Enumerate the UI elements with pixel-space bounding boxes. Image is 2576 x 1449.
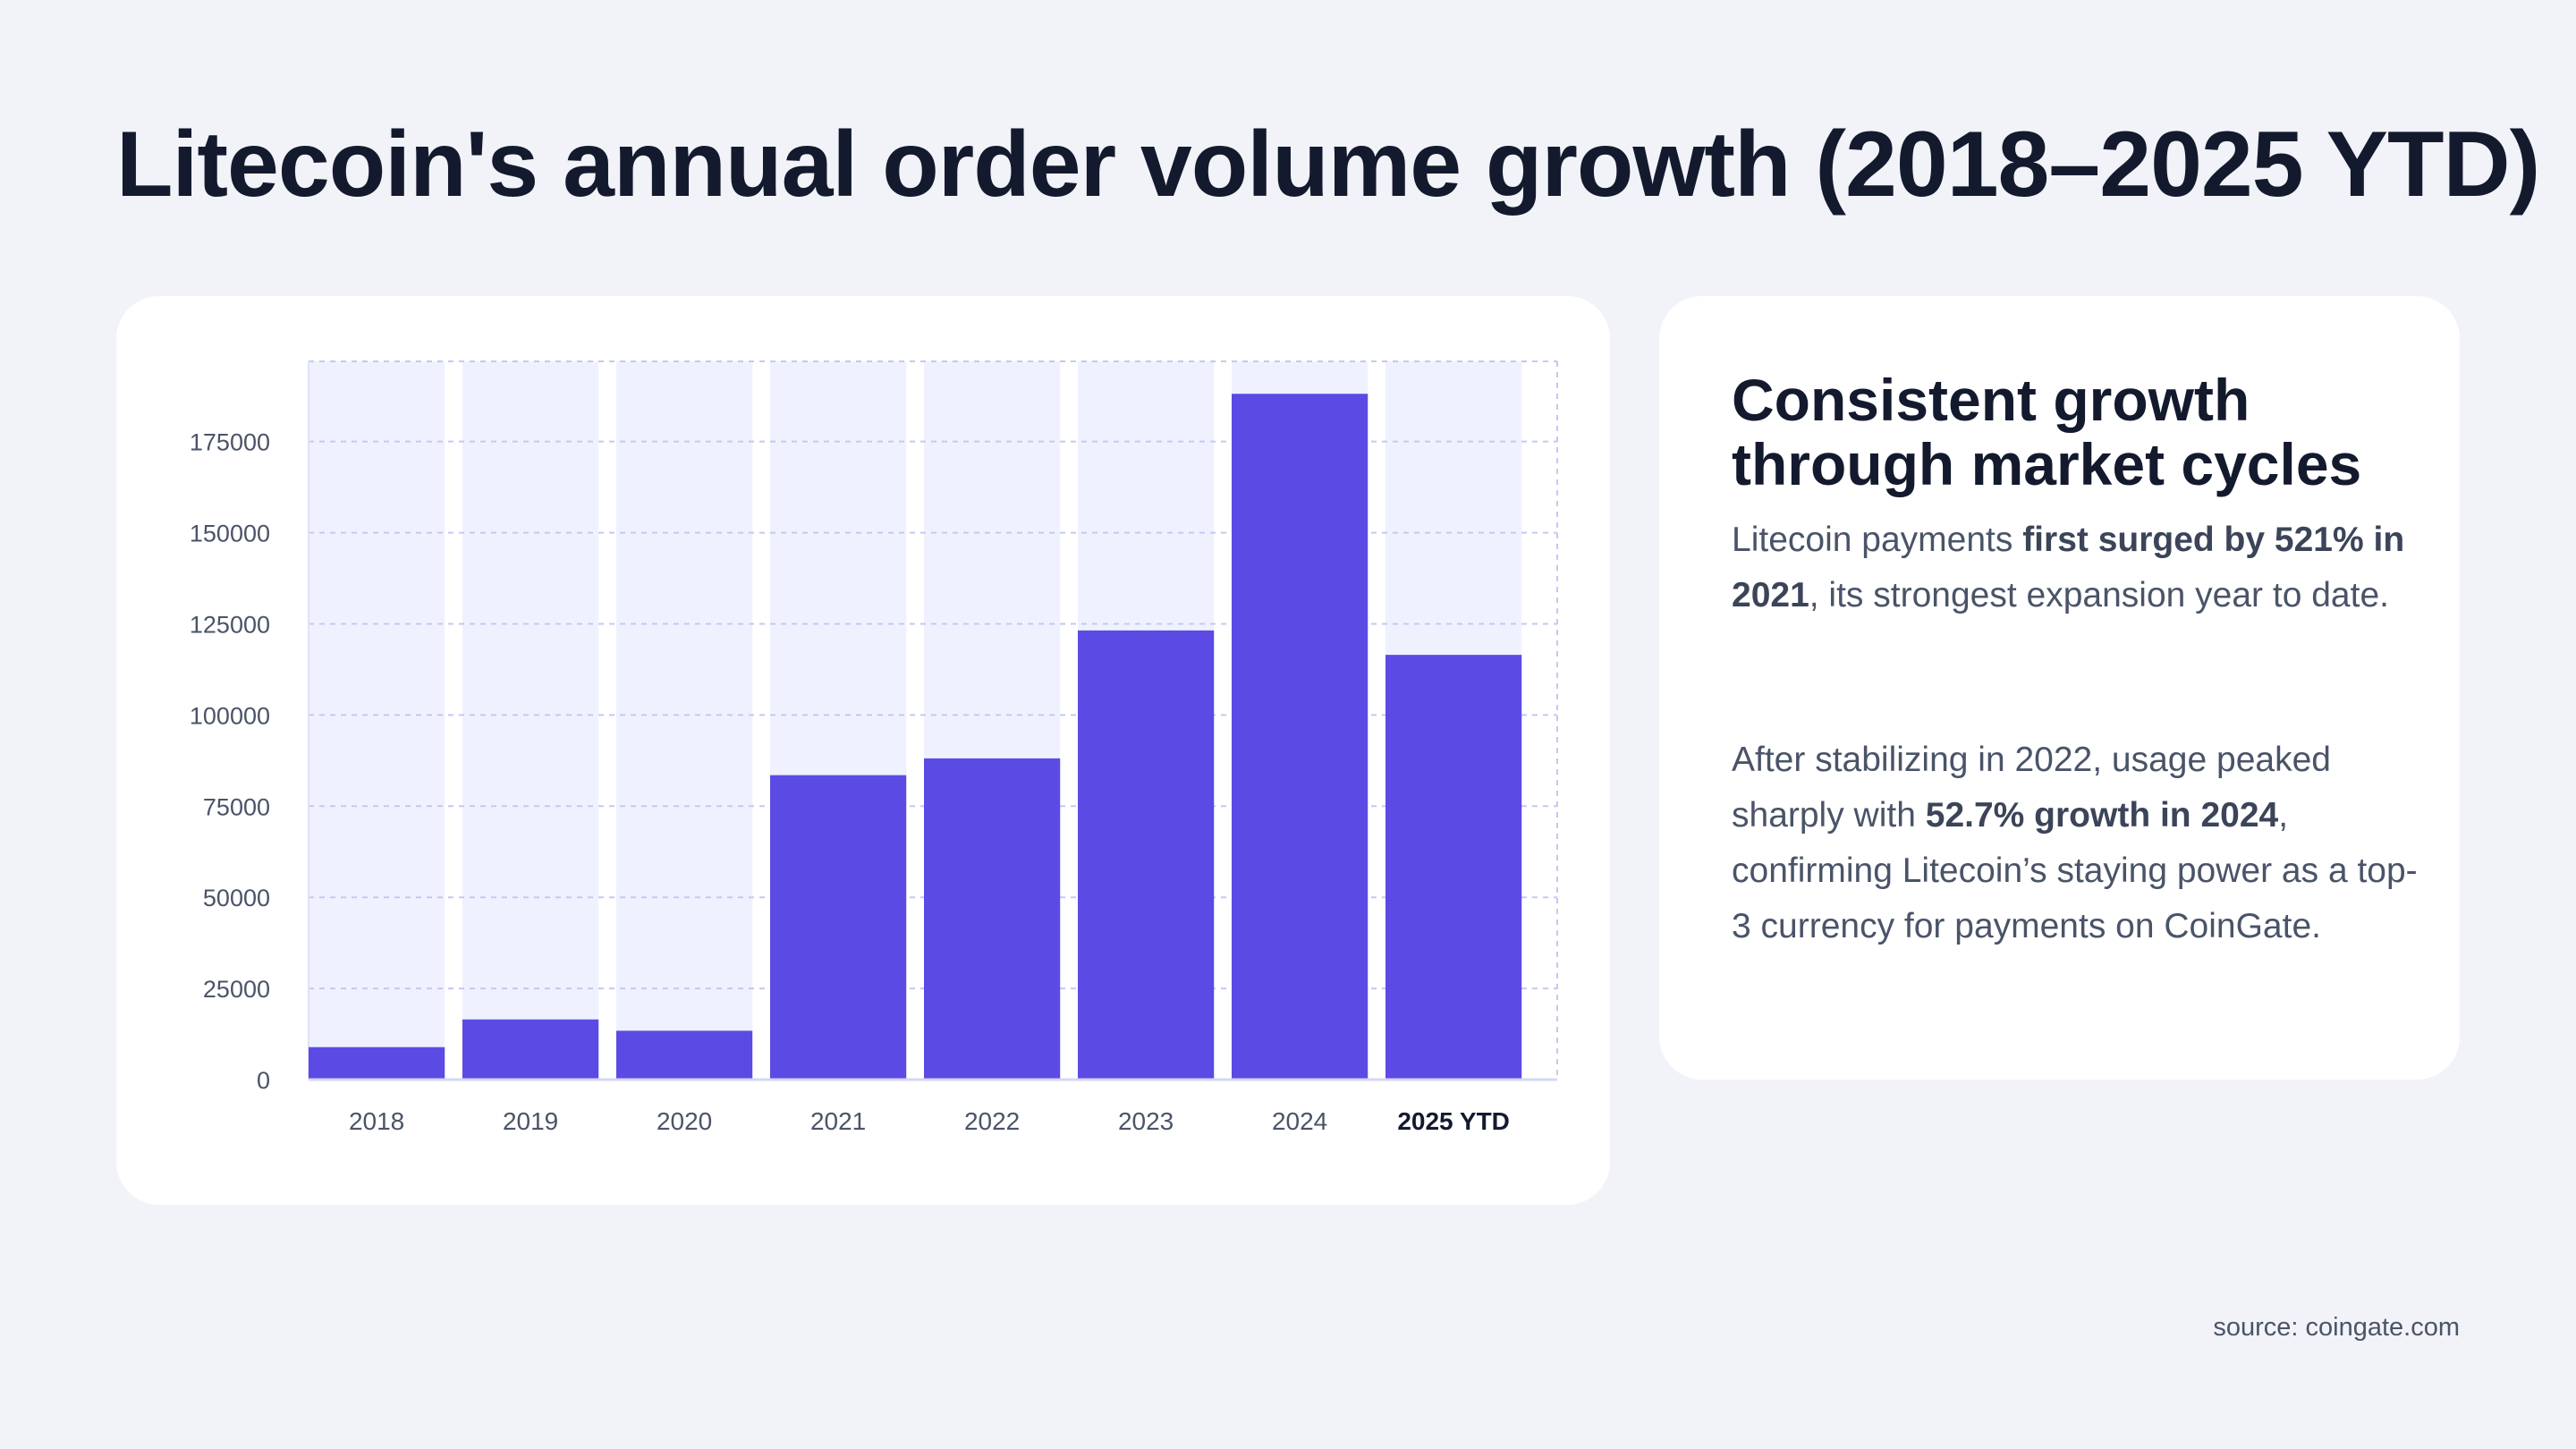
insight-card: Consistent growth through market cycles … — [1659, 296, 2460, 1080]
bar-background — [309, 361, 445, 1080]
text: Litecoin payments — [1732, 521, 2023, 559]
y-tick-label: 150000 — [190, 521, 270, 547]
x-tick-label: 2025 YTD — [1397, 1107, 1510, 1135]
bar-2023 — [1078, 630, 1215, 1080]
x-tick-label: 2021 — [810, 1107, 866, 1135]
y-tick-label: 25000 — [203, 976, 270, 1003]
bar-2024 — [1232, 394, 1368, 1080]
bar-chart: 0 25000 50000 75000 100000 125000 150000 175000… — [190, 360, 1558, 1135]
bar-2021 — [770, 775, 907, 1080]
bar-2020 — [616, 1030, 753, 1080]
x-tick-label: 2023 — [1118, 1107, 1174, 1135]
highlight-text: first surged by 521% in 2021 — [1732, 521, 2405, 614]
bar-background — [462, 361, 599, 1080]
x-tick-label: 2022 — [964, 1107, 1020, 1135]
x-tick-label: 2018 — [349, 1107, 404, 1135]
x-tick-label: 2024 — [1272, 1107, 1327, 1135]
y-tick-label: 0 — [257, 1067, 270, 1094]
text: , its strongest expansion year to date. — [1809, 576, 2389, 614]
insight-paragraph-2: After stabilizing in 2022, usage peaked … — [1732, 733, 2429, 954]
page-title: Litecoin's annual order volume growth (2… — [116, 113, 2540, 216]
insight-heading: Consistent growth through market cycles — [1732, 367, 2362, 497]
y-tick-label: 100000 — [190, 702, 270, 729]
bar-2025-ytd — [1385, 655, 1522, 1080]
y-tick-label: 175000 — [190, 429, 270, 456]
bar-2018 — [309, 1046, 445, 1080]
source-note: source: coingate.com — [2213, 1313, 2460, 1342]
insight-paragraph-1: Litecoin payments first surged by 521% i… — [1732, 513, 2429, 623]
text: , confirming Litecoin’s staying power as… — [1732, 796, 2418, 945]
x-tick-label: 2019 — [503, 1107, 558, 1135]
y-tick-label: 50000 — [203, 885, 270, 911]
text: After stabilizing in 2022, usage peaked … — [1732, 741, 2331, 835]
bar-2019 — [462, 1019, 599, 1080]
bar-2022 — [924, 758, 1061, 1080]
x-tick-label: 2020 — [657, 1107, 712, 1135]
y-tick-label: 125000 — [190, 611, 270, 638]
y-tick-label: 75000 — [203, 793, 270, 820]
bar-background — [616, 361, 753, 1080]
highlight-text: 52.7% growth in 2024 — [1925, 796, 2279, 835]
chart-card: 0 25000 50000 75000 100000 125000 150000 175000… — [116, 296, 1610, 1205]
